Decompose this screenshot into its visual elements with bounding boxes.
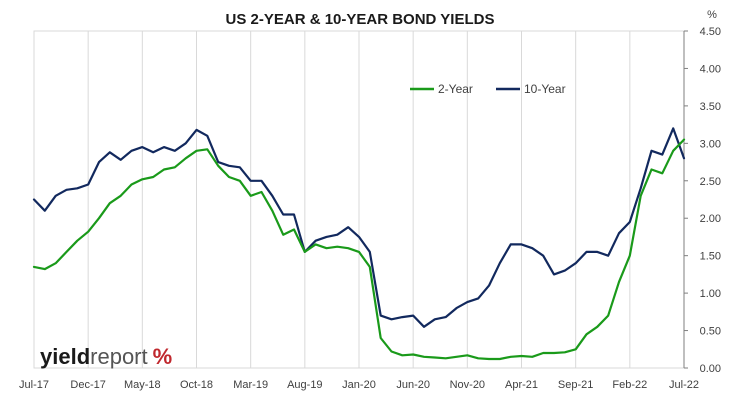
x-tick-label: Apr-21 [505,379,538,391]
y-tick-label: 4.50 [700,26,721,38]
y-tick-label: 0.50 [700,326,721,338]
y-tick-label: 3.00 [700,138,721,150]
series-line-2-year [32,138,686,361]
logo-word-bold: yield [40,344,90,369]
legend-label-2-year: 2-Year [438,82,473,96]
chart-title: US 2-YEAR & 10-YEAR BOND YIELDS [226,11,495,28]
y-tick-label: 4.00 [700,63,721,75]
x-tick-label: May-18 [124,379,161,391]
x-tick-label: Nov-20 [450,379,485,391]
x-tick-label: Aug-19 [287,379,322,391]
x-tick-label: Jul-22 [669,379,699,391]
x-tick-label: Sep-21 [558,379,593,391]
y-tick-label: 3.50 [700,101,721,113]
y-tick-label: 2.50 [700,176,721,188]
x-tick-label: Dec-17 [70,379,105,391]
x-tick-label: Jun-20 [396,379,430,391]
yieldreport-logo: yieldreport% [40,344,172,369]
series-layer [32,127,686,361]
y-tick-label: 2.00 [700,213,721,225]
y-axis: 0.00 0.50 1.00 1.50 2.00 2.50 3.00 3.50 4.00 4.50 [683,26,721,375]
x-tick-label: Jan-20 [342,379,376,391]
logo-word-light: report [90,344,147,369]
x-axis: Jul-17 Dec-17 May-18 Oct-18 Mar-19 Aug-19 Jan-… [19,379,699,391]
series-line-10-year [32,127,686,328]
y-tick-label: 0.00 [700,363,721,375]
logo-text: yieldreport% [40,344,172,369]
x-tick-label: Feb-22 [612,379,647,391]
x-tick-label: Mar-19 [233,379,268,391]
gridlines [33,30,685,369]
y-tick-label: 1.50 [700,251,721,263]
legend: 2-Year 10-Year [410,82,566,96]
x-tick-label: Oct-18 [180,379,213,391]
x-tick-label: Jul-17 [19,379,49,391]
y-axis-unit-label: % [707,9,717,21]
logo-percent-icon: % [153,344,173,369]
legend-label-10-year: 10-Year [524,82,566,96]
y-tick-label: 1.00 [700,288,721,300]
